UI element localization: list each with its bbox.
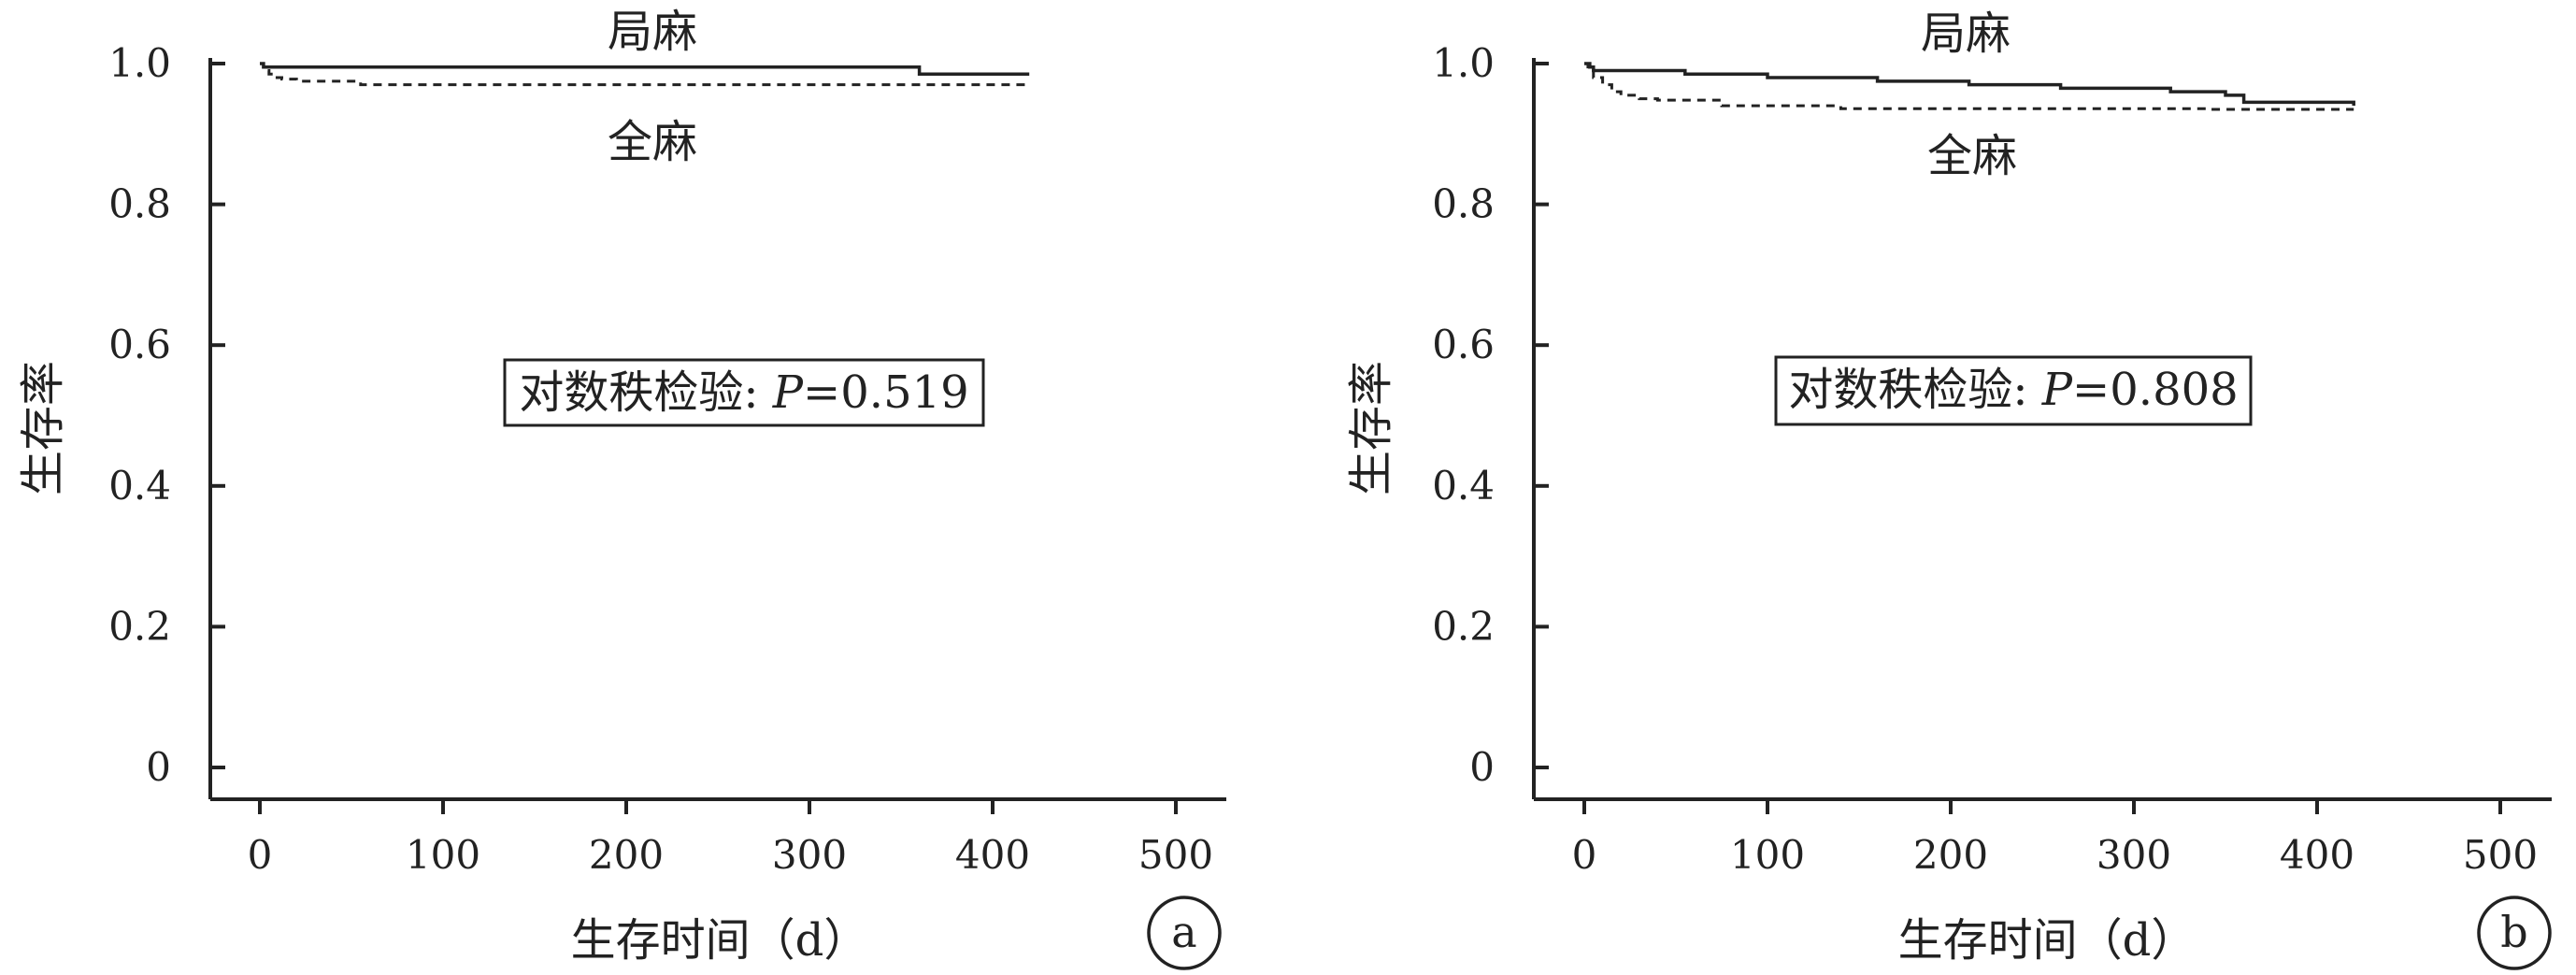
y-tick-label: 0 xyxy=(146,744,171,790)
panel-badge-circle xyxy=(2477,896,2552,970)
y-tick-label: 0.6 xyxy=(1432,322,1495,367)
annotation-box xyxy=(503,358,985,427)
y-tick-label: 1.0 xyxy=(108,40,171,86)
panel-badge-circle xyxy=(1147,896,1222,970)
y-tick-label: 0.2 xyxy=(108,603,171,649)
x-tick-label: 500 xyxy=(2463,832,2538,878)
series-label-local-anesthesia: 局麻 xyxy=(1921,7,2011,60)
x-tick-label: 300 xyxy=(772,832,847,878)
y-tick-label: 0.6 xyxy=(108,322,171,367)
y-tick-label: 0 xyxy=(1469,744,1495,790)
chart-panel-a: 0 100 200 300 400 500 0 0.2 0.4 0.6 0.8 1.0 生存率生存时间（… xyxy=(17,6,1226,970)
series-line-general-anesthesia xyxy=(260,62,1030,87)
series-label-general-anesthesia: 全麻 xyxy=(1927,130,2017,182)
panel-badge-label: a xyxy=(1171,907,1196,957)
series-line-general-anesthesia xyxy=(1584,62,2354,111)
y-tick-label: 1.0 xyxy=(1432,40,1495,86)
y-tick-label: 0.8 xyxy=(1432,181,1495,227)
annotation-box xyxy=(1774,355,2253,426)
x-tick-label: 100 xyxy=(1730,832,1805,878)
y-tick-label: 0.4 xyxy=(108,463,171,509)
series-label-general-anesthesia: 全麻 xyxy=(608,116,697,168)
x-tick-label: 200 xyxy=(1913,832,1988,878)
x-tick-label: 100 xyxy=(406,832,480,878)
y-axis-title: 生存率 xyxy=(1345,361,1397,495)
x-tick-label: 0 xyxy=(248,832,273,878)
x-tick-label: 400 xyxy=(2280,832,2354,878)
y-tick-label: 0.2 xyxy=(1432,603,1495,649)
log-rank-annotation: 对数秩检验: P=0.519 xyxy=(519,366,968,419)
x-tick-label: 300 xyxy=(2097,832,2171,878)
panel-badge-label: b xyxy=(2500,907,2527,957)
y-tick-label: 0.8 xyxy=(108,181,171,227)
x-axis-title: 生存时间（d） xyxy=(571,914,869,967)
x-tick-label: 500 xyxy=(1138,832,1213,878)
x-tick-label: 0 xyxy=(1572,832,1597,878)
x-tick-label: 200 xyxy=(589,832,664,878)
chart-panel-b: 0 100 200 300 400 500 0 0.2 0.4 0.6 0.8 1.0 生存率生存时间（… xyxy=(1345,7,2552,970)
series-line-local-anesthesia xyxy=(260,62,1030,77)
series-label-local-anesthesia: 局麻 xyxy=(608,6,697,58)
log-rank-annotation: 对数秩检验: P=0.808 xyxy=(1788,364,2238,416)
x-axis-title: 生存时间（d） xyxy=(1898,914,2197,967)
x-tick-label: 400 xyxy=(955,832,1030,878)
y-axis-title: 生存率 xyxy=(17,361,69,495)
y-tick-label: 0.4 xyxy=(1432,463,1495,509)
